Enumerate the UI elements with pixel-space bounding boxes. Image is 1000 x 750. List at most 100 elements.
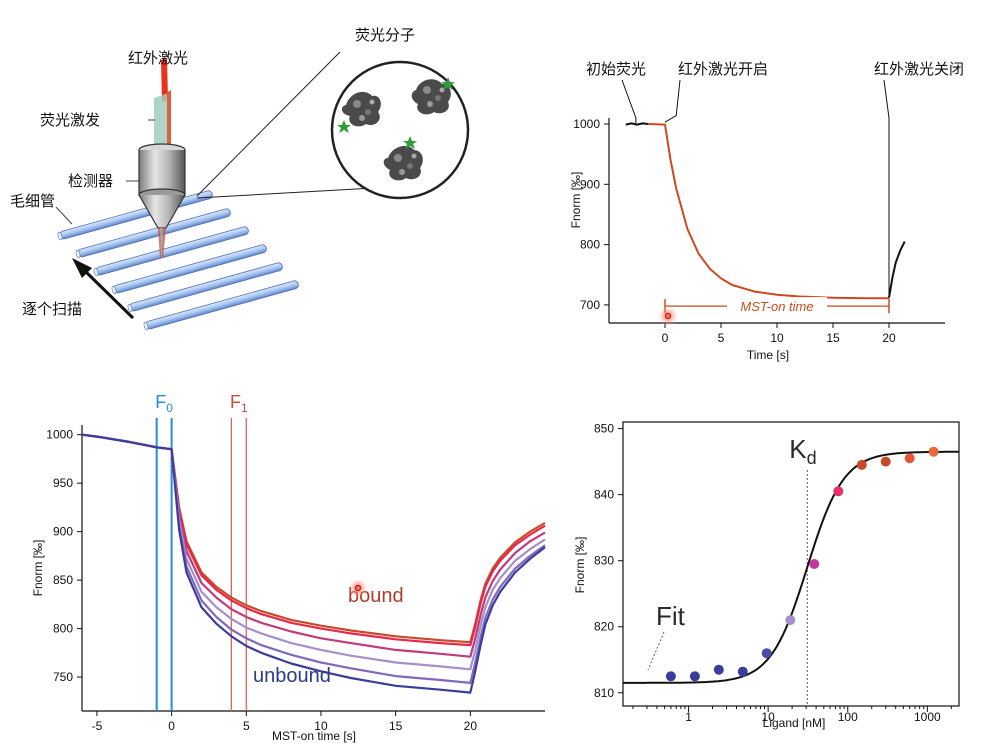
p3-x-tick-label: 15	[389, 719, 403, 733]
p2-series-line	[648, 123, 889, 300]
detector-label: 检测器	[68, 172, 113, 190]
fit-leader-line	[647, 631, 665, 671]
p2-x-tick-label: 20	[882, 331, 896, 345]
fluor-molecule-label: 荧光分子	[355, 26, 415, 44]
light-spot-icon	[348, 578, 368, 598]
p2-x-tick-label: 15	[826, 331, 840, 345]
p4-data-point	[713, 664, 724, 675]
capillary-tube	[127, 262, 283, 313]
p4-data-point	[880, 456, 891, 467]
trace-top-chart: 0 5 10 15 20 700 800 900 1000 MST-on time Fnorm …	[569, 60, 964, 362]
mst-on-time-label: MST-on time	[740, 299, 813, 314]
p2-x-tick-label: 0	[662, 331, 669, 345]
p4-x-tick-label: 100	[838, 710, 858, 724]
light-spot-center-icon	[354, 584, 362, 592]
p2-y-tick-label: 700	[580, 298, 600, 312]
p4-frame	[622, 421, 960, 707]
p3-x-tick-label: -5	[92, 719, 103, 733]
laser-off-leader	[883, 79, 890, 298]
setup-illustration: 荧光分子 红外激光 荧光激发 检测器 毛细管 逐个扫描	[10, 26, 470, 331]
p4-data-point	[856, 459, 867, 470]
p3-series-line	[81, 433, 546, 694]
p2-x-axis-label: Time [s]	[747, 348, 789, 362]
capillary-tube	[143, 280, 299, 331]
p3-x-tick-label: 10	[314, 719, 328, 733]
scan-arrow	[72, 258, 135, 320]
laser-on-leader	[664, 79, 681, 123]
p4-x-tick-label: 1000	[914, 710, 941, 724]
p4-data-point	[833, 486, 844, 497]
capillary-label: 毛细管	[10, 192, 55, 210]
p2-axes	[608, 118, 945, 324]
p3-y-tick-label: 800	[53, 622, 73, 636]
detector-objective	[138, 143, 186, 258]
p3-x-tick-label: 0	[168, 719, 175, 733]
p2-y-axis-label: Fnorm [‰]	[569, 172, 583, 229]
p4-x-tick-label: 1	[685, 710, 692, 724]
p4-y-tick-label: 820	[594, 620, 614, 634]
kd-label: Kd	[789, 434, 816, 468]
p4-data-point	[904, 453, 915, 464]
p4-y-tick-label: 840	[594, 488, 614, 502]
fluor-excite-label: 荧光激发	[40, 111, 100, 129]
p4-y-tick-label: 810	[594, 686, 614, 700]
p3-y-tick-label: 850	[53, 573, 73, 587]
fit-curve	[623, 450, 959, 684]
capillary-tube	[111, 244, 267, 295]
laser-on-label: 红外激光开启	[678, 60, 768, 78]
p3-x-axis-label: MST-on time [s]	[272, 729, 356, 743]
p4-data-point	[785, 615, 796, 626]
p2-series-line	[888, 241, 906, 298]
capillary-tube	[57, 190, 213, 241]
p4-x-tick-label: 10	[761, 710, 775, 724]
light-spot-icon	[658, 306, 678, 326]
p3-x-tick-label: 5	[243, 719, 250, 733]
f0-label: F0	[155, 392, 173, 415]
protein-blob	[383, 145, 423, 181]
p4-y-tick-label: 850	[594, 422, 614, 436]
light-spot-center-icon	[664, 312, 672, 320]
initial-fluor-leader	[621, 79, 637, 125]
laser-off-label: 红外激光关闭	[874, 60, 964, 78]
kd-subscript: d	[807, 448, 817, 468]
unbound-label: unbound	[253, 665, 331, 687]
p3-series-line	[81, 433, 546, 647]
fluorophore-star-icon	[441, 77, 455, 90]
p4-data-point	[737, 666, 748, 677]
p3-y-tick-label: 750	[53, 670, 73, 684]
p4-data-point	[761, 648, 772, 659]
laser-beams	[154, 58, 171, 152]
protein-blob	[411, 79, 451, 115]
p2-x-tick-label: 10	[770, 331, 784, 345]
p2-y-tick-label: 1000	[573, 117, 600, 131]
p3-series-line	[81, 433, 546, 644]
p2-y-tick-label: 900	[580, 177, 600, 191]
p3-y-tick-label: 950	[53, 476, 73, 490]
mst-on-label-bg	[727, 297, 827, 316]
protein-blob	[341, 91, 381, 127]
p3-y-tick-label: 900	[53, 525, 73, 539]
p4-data-point	[665, 671, 676, 682]
p2-x-tick-label: 5	[718, 331, 725, 345]
fluorophore-star-icon	[337, 120, 351, 133]
p4-data-point	[809, 559, 820, 569]
p2-series-line	[625, 122, 649, 126]
p3-y-axis-label: Fnorm [‰]	[31, 540, 45, 597]
p3-x-tick-label: 20	[464, 719, 478, 733]
p4-y-axis-label: Fnorm [‰]	[573, 537, 587, 594]
f1-label: F1	[230, 392, 248, 415]
f1-subscript: 1	[241, 401, 248, 415]
capillary-tube	[75, 208, 231, 259]
binding-curve-chart: 1 10 100 1000 810 820 830 840 850 Kd Fnorm [‰] L…	[573, 421, 960, 730]
zoom-line	[196, 187, 375, 199]
p4-y-tick-label: 830	[594, 554, 614, 568]
capillary-tube	[93, 226, 249, 277]
p2-y-tick-label: 800	[580, 238, 600, 252]
p3-axes	[81, 425, 545, 712]
p4-x-axis-label: Ligand [nM]	[763, 716, 826, 730]
ir-laser-label: 红外激光	[128, 49, 188, 67]
p4-data-point	[689, 671, 700, 682]
f0-subscript: 0	[166, 401, 173, 415]
initial-fluor-label: 初始荧光	[586, 60, 646, 78]
